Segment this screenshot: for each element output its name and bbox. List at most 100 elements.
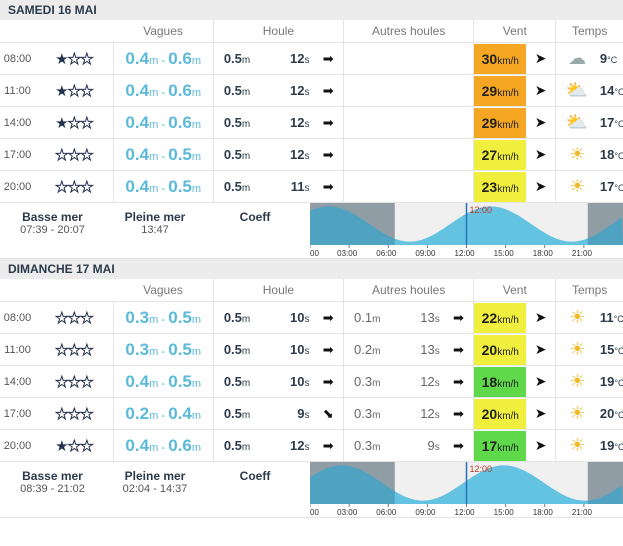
- high-tide: Pleine mer 13:47: [105, 203, 205, 258]
- other-swell-direction-icon: ➡: [443, 365, 474, 398]
- star-icon: ★: [55, 82, 68, 100]
- other-swell-period: [403, 106, 444, 139]
- swell-height: 0.5m: [212, 301, 274, 334]
- axis-label: 18:00: [533, 249, 554, 258]
- axis-label: 21:00: [572, 508, 593, 517]
- other-swell-direction-icon: [443, 170, 474, 203]
- wind-cell: 30km/h: [473, 42, 527, 75]
- star-icon: ★: [67, 146, 82, 164]
- wind-direction-icon: ➤: [525, 170, 556, 203]
- wave-height: 0.4m -0.6m: [112, 74, 214, 107]
- rating-stars: ★★★: [35, 365, 114, 398]
- now-label: 12:00: [470, 464, 493, 474]
- other-swell-period: [403, 74, 444, 107]
- table-header: Vagues Houle Autres houles Vent Temps: [0, 279, 623, 302]
- night-overlay: [310, 203, 395, 245]
- star-icon: ★: [80, 146, 95, 164]
- table-row[interactable]: 08:00 ★★★ 0.3m -0.5m 0.5m 10s ➡ 0.1m 13s ➡ 22km/h ➤…: [0, 301, 623, 334]
- wind-speed: 30km/h: [474, 43, 527, 74]
- axis-label: 15:00: [494, 249, 515, 258]
- other-swell-period: 9s: [403, 429, 444, 462]
- star-icon: ★: [67, 437, 82, 455]
- sun-icon: ☀: [555, 138, 598, 171]
- col-autres: Autres houles: [343, 279, 474, 302]
- other-swell-height: [343, 42, 404, 75]
- day-title: DIMANCHE 17 MAI: [0, 259, 623, 279]
- axis-label: 12:00: [455, 249, 476, 258]
- low-tide: Basse mer 07:39 - 20:07: [0, 203, 105, 258]
- forecast-table: Vagues Houle Autres houles Vent Temps 08:00 ★★…: [0, 20, 623, 203]
- wave-height: 0.4m -0.5m: [112, 170, 214, 203]
- table-row[interactable]: 17:00 ★★★ 0.4m -0.5m 0.5m 12s ➡ 27km/h ➤ ☀ 18°C: [0, 138, 623, 171]
- swell-period: 12s: [273, 74, 314, 107]
- low-tide: Basse mer 08:39 - 21:02: [0, 462, 105, 517]
- wave-height: 0.4m -0.6m: [112, 42, 214, 75]
- star-icon: ★: [55, 50, 68, 68]
- wind-speed: 20km/h: [474, 398, 527, 429]
- axis-label: 00: [310, 249, 319, 258]
- wind-cell: 22km/h: [473, 301, 527, 334]
- wind-direction-icon: ➤: [525, 365, 556, 398]
- high-tide-times: 13:47: [141, 224, 169, 236]
- table-row[interactable]: 08:00 ★★★ 0.4m -0.6m 0.5m 12s ➡ 30km/h ➤ ☁ 9°C: [0, 42, 623, 75]
- swell-height: 0.5m: [212, 74, 274, 107]
- rating-stars: ★★★: [35, 138, 114, 171]
- wind-direction-icon: ➤: [525, 138, 556, 171]
- wind-direction-icon: ➤: [525, 74, 556, 107]
- row-time: 20:00: [0, 170, 36, 203]
- other-swell-direction-icon: [443, 74, 474, 107]
- table-row[interactable]: 11:00 ★★★ 0.3m -0.5m 0.5m 10s ➡ 0.2m 13s ➡ 20km/h ➤…: [0, 333, 623, 366]
- rating-stars: ★★★: [35, 397, 114, 430]
- temperature: 9°C: [597, 42, 623, 75]
- other-swell-direction-icon: [443, 138, 474, 171]
- wave-height: 0.3m -0.5m: [112, 301, 214, 334]
- high-tide-label: Pleine mer: [124, 469, 186, 483]
- star-icon: ★: [55, 114, 68, 132]
- coeff-label: Coeff: [239, 469, 271, 483]
- col-houle: Houle: [212, 279, 344, 302]
- wave-height: 0.4m -0.6m: [112, 429, 214, 462]
- temperature: 14°C: [597, 74, 623, 107]
- table-row[interactable]: 14:00 ★★★ 0.4m -0.5m 0.5m 10s ➡ 0.3m 12s ➡ 18km/h ➤…: [0, 365, 623, 398]
- table-row[interactable]: 20:00 ★★★ 0.4m -0.5m 0.5m 11s ➡ 23km/h ➤ ☀ 17°C: [0, 170, 623, 203]
- table-row[interactable]: 17:00 ★★★ 0.2m -0.4m 0.5m 9s ⬊ 0.3m 12s ➡ 20km/h ➤ ☀…: [0, 397, 623, 430]
- day-title: SAMEDI 16 MAI: [0, 0, 623, 20]
- star-icon: ★: [67, 341, 82, 359]
- rating-stars: ★★★: [35, 429, 114, 462]
- tide-chart: 12:00 00 03:00 06:00 09:00 12:00 15:00 18:00 21:…: [310, 462, 623, 517]
- wind-cell: 23km/h: [473, 170, 527, 203]
- low-tide-label: Basse mer: [22, 210, 83, 224]
- swell-height: 0.5m: [212, 333, 274, 366]
- swell-height: 0.5m: [212, 429, 274, 462]
- star-icon: ★: [67, 82, 82, 100]
- swell-height: 0.5m: [212, 170, 274, 203]
- temperature: 17°C: [597, 170, 623, 203]
- temperature: 11°C: [597, 301, 623, 334]
- night-overlay: [587, 203, 623, 245]
- other-swell-height: [343, 138, 404, 171]
- wind-speed: 22km/h: [474, 302, 527, 333]
- star-icon: ★: [67, 373, 82, 391]
- sun-icon: ☀: [555, 333, 598, 366]
- axis-label: 00: [310, 508, 319, 517]
- swell-period: 12s: [273, 138, 314, 171]
- axis-label: 03:00: [337, 249, 358, 258]
- sun-icon: ☀: [555, 170, 598, 203]
- rating-stars: ★★★: [35, 74, 114, 107]
- table-row[interactable]: 14:00 ★★★ 0.4m -0.6m 0.5m 12s ➡ 29km/h ➤ ⛅ 17°C: [0, 106, 623, 139]
- swell-direction-icon: ➡: [313, 42, 344, 75]
- swell-period: 9s: [273, 397, 314, 430]
- other-swell-height: [343, 74, 404, 107]
- table-row[interactable]: 20:00 ★★★ 0.4m -0.6m 0.5m 12s ➡ 0.3m 9s ➡ 17km/h ➤ ☀…: [0, 429, 623, 462]
- table-row[interactable]: 11:00 ★★★ 0.4m -0.6m 0.5m 12s ➡ 29km/h ➤ ⛅ 14°C: [0, 74, 623, 107]
- star-icon: ★: [55, 405, 70, 423]
- star-icon: ★: [80, 405, 95, 423]
- night-overlay: [587, 462, 623, 504]
- row-time: 08:00: [0, 42, 36, 75]
- wind-speed: 29km/h: [474, 75, 527, 106]
- col-vent: Vent: [473, 279, 556, 302]
- wind-speed: 29km/h: [474, 107, 527, 138]
- other-swell-period: 13s: [403, 333, 444, 366]
- star-icon: ★: [80, 178, 95, 196]
- wind-cell: 29km/h: [473, 106, 527, 139]
